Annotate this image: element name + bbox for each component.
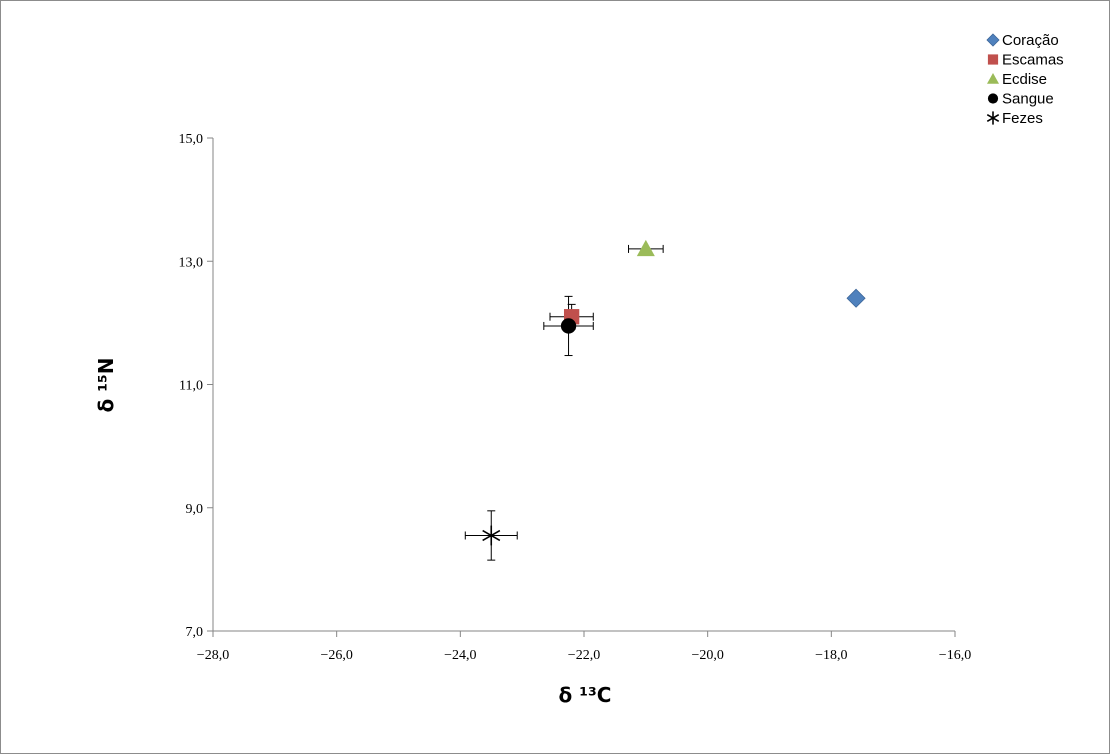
y-tick-label: 15,0 [179, 132, 204, 147]
legend-marker [986, 33, 1000, 47]
x-axis-title: δ ¹³C [559, 683, 612, 707]
x-tick-label: −28,0 [197, 648, 229, 663]
point-fezes [482, 525, 501, 546]
point-ecdise [636, 239, 655, 257]
x-tick-label: −20,0 [691, 648, 723, 663]
x-tick-label: −22,0 [568, 648, 600, 663]
x-tick-label: −24,0 [444, 648, 476, 663]
legend-label: Ecdise [1002, 71, 1047, 88]
x-tick-label: −16,0 [939, 648, 971, 663]
star-stroke [986, 114, 1000, 122]
star-stroke [482, 529, 501, 542]
y-tick-label: 13,0 [179, 255, 204, 270]
point-coração [846, 288, 866, 308]
y-axis-title: δ ¹⁵N [94, 358, 118, 413]
y-tick-label: 7,0 [186, 625, 204, 640]
y-tick-label: 11,0 [179, 379, 203, 394]
legend-marker [986, 111, 1000, 125]
point-sangue [560, 318, 577, 334]
legend-label: Escamas [1002, 52, 1064, 69]
x-tick-label: −26,0 [320, 648, 352, 663]
y-tick-label: 9,0 [186, 502, 204, 517]
legend-label: Coração [1002, 32, 1059, 49]
legend-label: Fezes [1002, 110, 1043, 127]
x-tick-label: −18,0 [815, 648, 847, 663]
legend-marker [987, 54, 999, 65]
legend-label: Sangue [1002, 91, 1054, 108]
legend-marker [987, 93, 999, 104]
legend-marker [987, 73, 999, 84]
